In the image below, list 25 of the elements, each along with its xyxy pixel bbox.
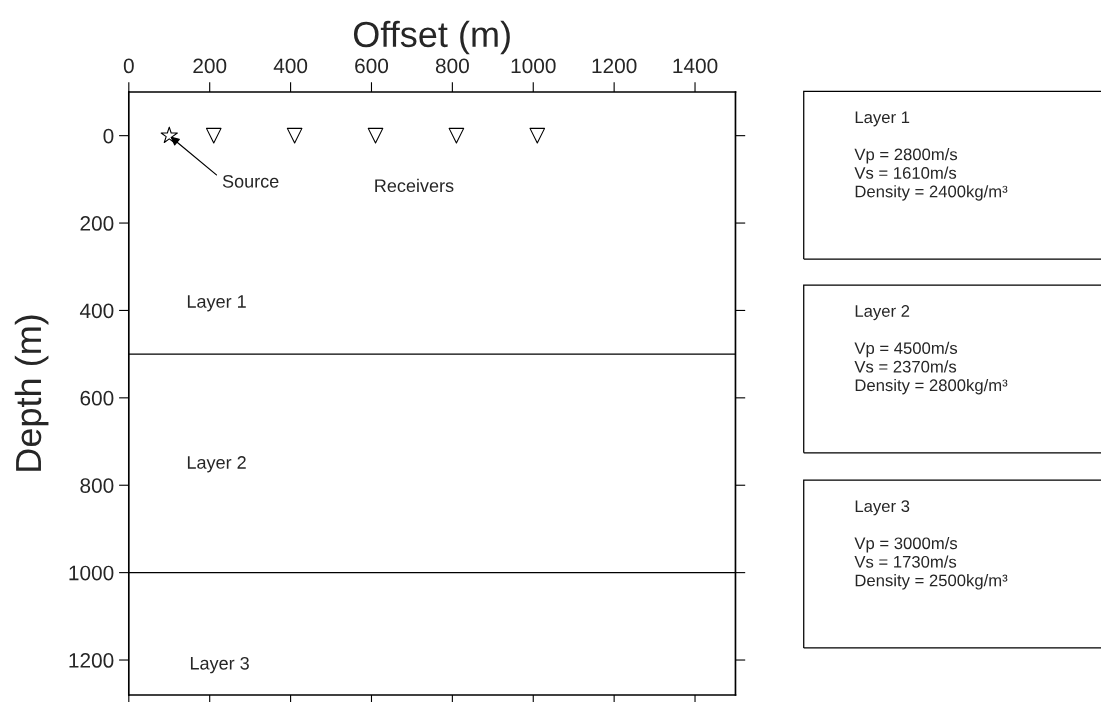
y-tick-label: 1000: [69, 565, 114, 581]
y-tick-label: 0: [103, 128, 114, 144]
annotation: Source: [222, 174, 279, 188]
x-tick-label: 1400: [673, 58, 718, 74]
x-axis-title: Offset (m): [353, 20, 510, 55]
x-tick-label: 1200: [592, 58, 637, 74]
text: Layer 3 Vp = 3000m/s Vs = 1730m/s Density = 2500kg/m³: [854, 500, 1008, 590]
text: Layer 1 Vp = 2800m/s Vs = 1610m/s Density = 2400kg/m³: [854, 111, 1008, 201]
x-tick-label: 600: [355, 58, 389, 74]
x-tick-label: 1000: [511, 58, 556, 74]
y-tick-label: 800: [80, 478, 114, 493]
annotation: Receivers: [375, 178, 454, 193]
y-axis-title: Depth (m): [14, 315, 49, 471]
y-tick-label: 200: [80, 216, 114, 231]
y-tick-label: 400: [79, 303, 114, 319]
x-tick-label: 800: [435, 58, 469, 74]
text: Layer 2 Vp = 4500m/s Vs = 2370m/s Density = 2800kg/m³: [854, 305, 1008, 395]
x-tick-label: 200: [193, 58, 227, 74]
annotation: Layer 2: [187, 456, 246, 473]
y-tick-label: 1200: [69, 653, 114, 668]
annotation: Layer 3: [190, 656, 249, 674]
x-tick-label: 0: [123, 58, 134, 74]
annotation: Layer 1: [187, 295, 246, 312]
y-tick-label: 600: [80, 390, 114, 406]
x-tick-label: 400: [273, 58, 308, 74]
